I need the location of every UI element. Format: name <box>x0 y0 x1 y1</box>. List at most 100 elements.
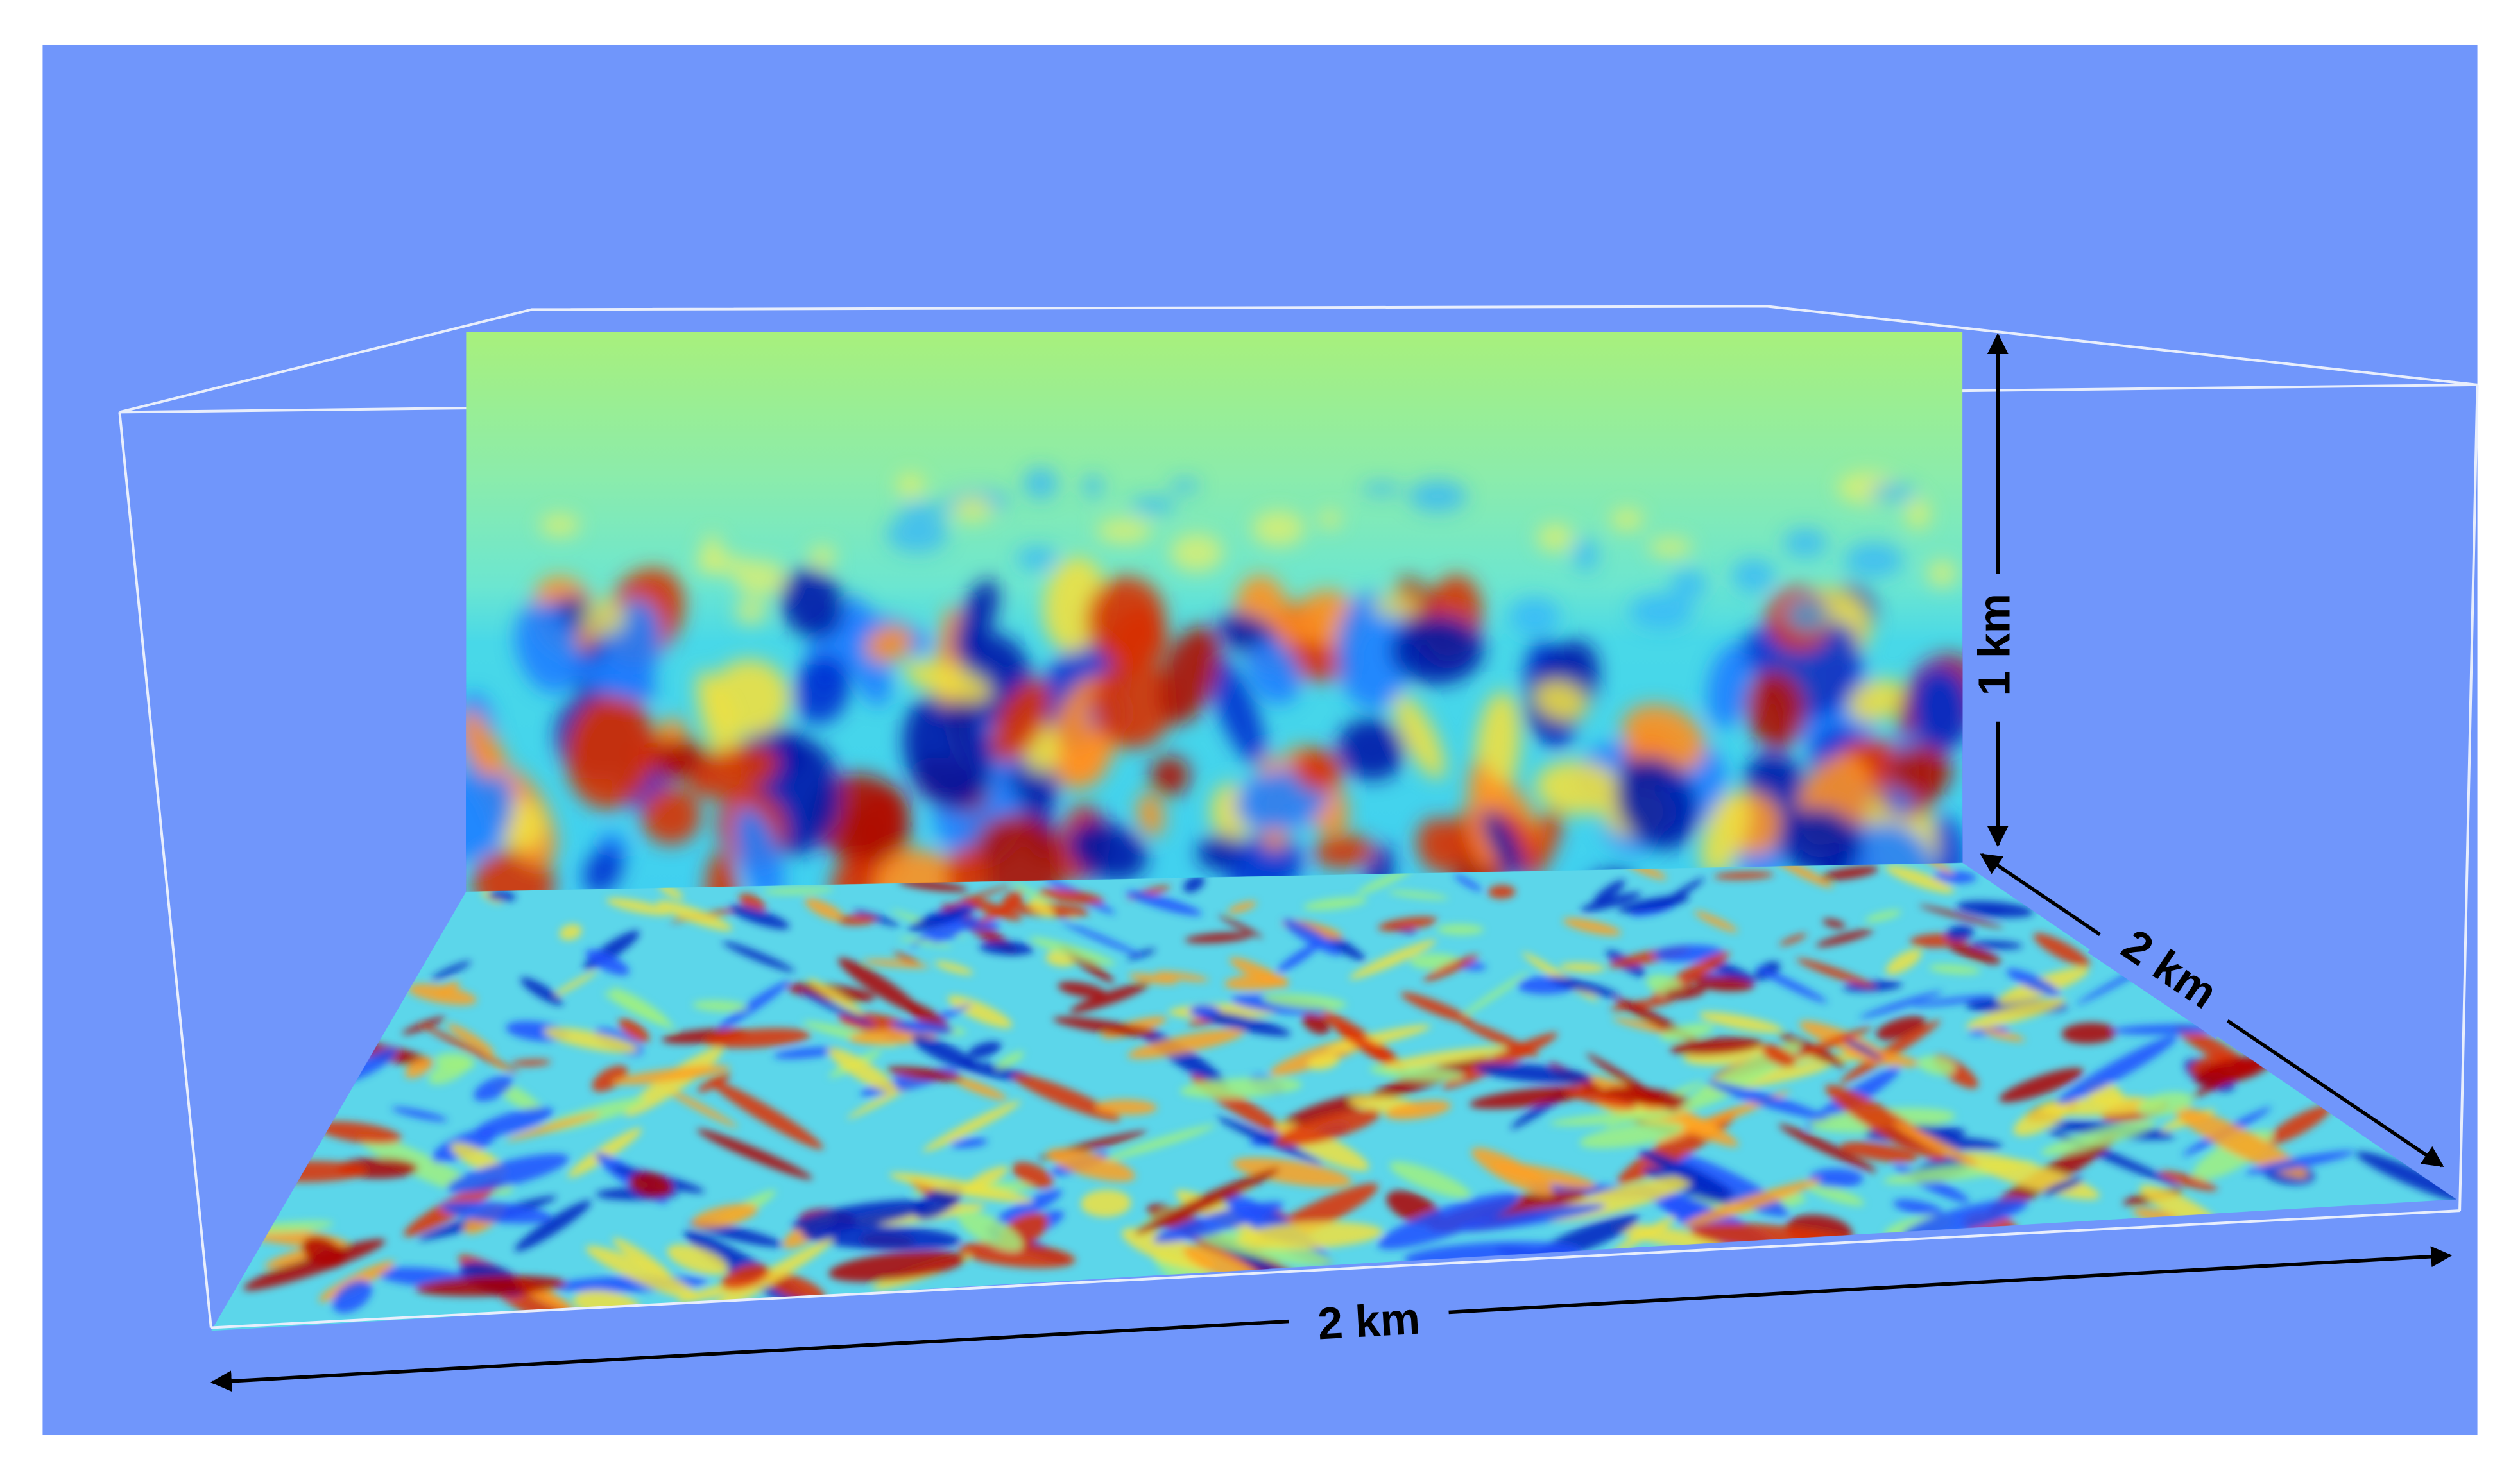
field-blob <box>1016 546 1058 570</box>
field-blob <box>1869 482 1916 502</box>
field-blob <box>1083 475 1103 498</box>
field-blob <box>889 1173 1034 1203</box>
field-blob <box>734 560 787 597</box>
field-blob <box>1928 964 1981 975</box>
field-blob <box>1917 1056 1955 1075</box>
field-blob <box>1615 756 1699 849</box>
field-blob <box>763 887 834 895</box>
field-blob <box>865 625 914 663</box>
field-blob <box>1400 992 1474 1024</box>
field-blob <box>428 1057 471 1085</box>
field-blob <box>487 890 516 901</box>
field-blob <box>1179 1077 1303 1098</box>
field-blob <box>780 568 844 640</box>
field-blob <box>886 1066 964 1082</box>
field-blob <box>1945 925 1975 941</box>
field-blob <box>1188 1005 1221 1017</box>
field-blob <box>1390 615 1484 685</box>
field-blob <box>903 694 993 809</box>
field-blob <box>474 1076 513 1102</box>
field-blob <box>691 1204 758 1229</box>
field-blob <box>791 1200 931 1232</box>
field-blob <box>1047 1148 1136 1182</box>
field-blob <box>1023 467 1058 500</box>
field-blob <box>773 1047 841 1059</box>
field-blob <box>1815 929 1874 947</box>
field-blob <box>1052 1017 1157 1037</box>
field-blob <box>1070 982 1149 1013</box>
field-blob <box>1761 1044 1796 1068</box>
field-blob <box>1840 1141 1918 1162</box>
field-blob <box>447 1153 569 1193</box>
field-blob <box>2042 1177 2084 1196</box>
field-blob <box>1457 1204 1606 1232</box>
field-blob <box>897 502 957 516</box>
field-blob <box>1788 1026 1873 1060</box>
field-blob <box>567 1128 642 1178</box>
field-blob <box>1778 1124 1877 1173</box>
field-blob <box>1670 569 1708 600</box>
field-blob <box>801 1224 961 1250</box>
field-blob <box>1332 1023 1407 1073</box>
field-blob <box>1892 1122 1979 1168</box>
field-blob <box>1509 597 1560 636</box>
field-blob <box>1610 508 1644 531</box>
field-blob <box>1137 792 1164 837</box>
field-blob <box>1699 1012 1783 1033</box>
field-blob <box>1170 479 1200 493</box>
field-blob <box>619 1018 650 1043</box>
field-blob <box>1865 910 1902 923</box>
field-blob <box>1460 1020 1539 1057</box>
field-blob <box>891 1021 955 1035</box>
field-blob <box>466 710 499 778</box>
label-backing <box>1972 574 2024 722</box>
field-blob <box>899 937 952 948</box>
field-blob <box>1629 593 1693 629</box>
field-blob <box>1893 1199 1942 1216</box>
field-blob <box>506 1112 601 1141</box>
field-blob <box>559 924 582 941</box>
field-blob <box>1349 939 1437 980</box>
field-blob <box>1029 937 1116 966</box>
field-blob <box>1809 1168 1864 1188</box>
field-blob <box>837 914 877 926</box>
box-edge <box>119 305 2478 414</box>
field-blob <box>1303 897 1367 911</box>
field-blob <box>1586 1053 1677 1113</box>
field-blob <box>1706 1081 1827 1119</box>
field-blob <box>1125 890 1203 916</box>
field-blob <box>1219 915 1263 939</box>
field-blob <box>701 534 723 572</box>
field-blob <box>991 679 1050 762</box>
field-blob <box>1307 1053 1339 1070</box>
field-blob <box>1192 1009 1291 1037</box>
field-blob <box>1153 1202 1284 1243</box>
field-blob <box>739 893 766 912</box>
width-label: 2 km <box>1316 1293 1421 1349</box>
field-blob <box>1360 482 1403 496</box>
field-blob <box>1713 871 1774 880</box>
field-blob <box>1663 985 1706 1000</box>
field-blob <box>838 957 921 1014</box>
field-blob <box>968 1041 1002 1059</box>
field-blob <box>1840 1020 1941 1084</box>
field-blob <box>1548 976 1620 998</box>
field-blob <box>318 1121 402 1145</box>
field-blob <box>1228 901 1257 914</box>
field-blob <box>585 949 630 976</box>
field-blob <box>692 1000 748 1012</box>
field-blob <box>1457 971 1530 1019</box>
field-blob <box>1905 498 1930 530</box>
field-blob <box>405 1057 433 1078</box>
field-blob <box>722 941 795 973</box>
field-blob <box>902 660 993 702</box>
field-blob <box>1885 949 1922 975</box>
field-blob <box>1001 890 1023 908</box>
field-blob <box>1469 1086 1593 1109</box>
field-blob <box>1319 509 1341 529</box>
field-blob <box>703 1028 811 1048</box>
field-blob <box>896 473 925 498</box>
label-backing <box>1287 1291 1451 1358</box>
field-blob <box>1453 874 1482 892</box>
